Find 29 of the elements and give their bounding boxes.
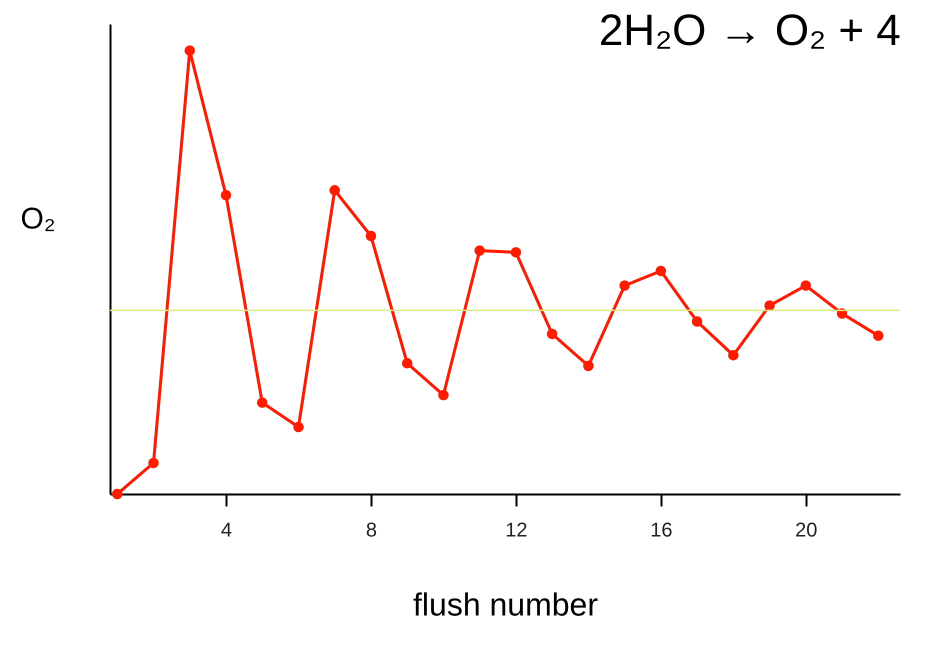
point bbox=[329, 185, 340, 196]
point bbox=[546, 328, 558, 340]
point bbox=[764, 300, 775, 311]
point bbox=[112, 488, 122, 500]
point bbox=[728, 350, 739, 360]
point bbox=[692, 316, 702, 327]
point bbox=[583, 360, 594, 372]
point bbox=[256, 397, 268, 408]
point bbox=[656, 266, 666, 276]
x-tick-label: 12 bbox=[505, 520, 528, 542]
point bbox=[619, 280, 630, 291]
x-tick-label: 8 bbox=[366, 520, 377, 542]
point bbox=[800, 280, 812, 291]
point bbox=[438, 390, 449, 400]
point bbox=[873, 330, 884, 341]
x-axis-title: flush number bbox=[413, 586, 598, 622]
point bbox=[474, 245, 485, 256]
point bbox=[402, 358, 412, 368]
point bbox=[184, 45, 195, 56]
point bbox=[148, 458, 159, 468]
point bbox=[220, 190, 232, 200]
x-tick-label: 16 bbox=[650, 520, 672, 542]
chart-title: 2H₂O → O₂ + 4 bbox=[598, 6, 901, 55]
x-tick-label: 20 bbox=[795, 520, 818, 542]
point bbox=[293, 422, 304, 432]
point bbox=[510, 247, 522, 258]
y-axis-title: O₂ bbox=[20, 202, 56, 236]
x-tick-label: 4 bbox=[220, 520, 232, 542]
point bbox=[366, 230, 376, 242]
